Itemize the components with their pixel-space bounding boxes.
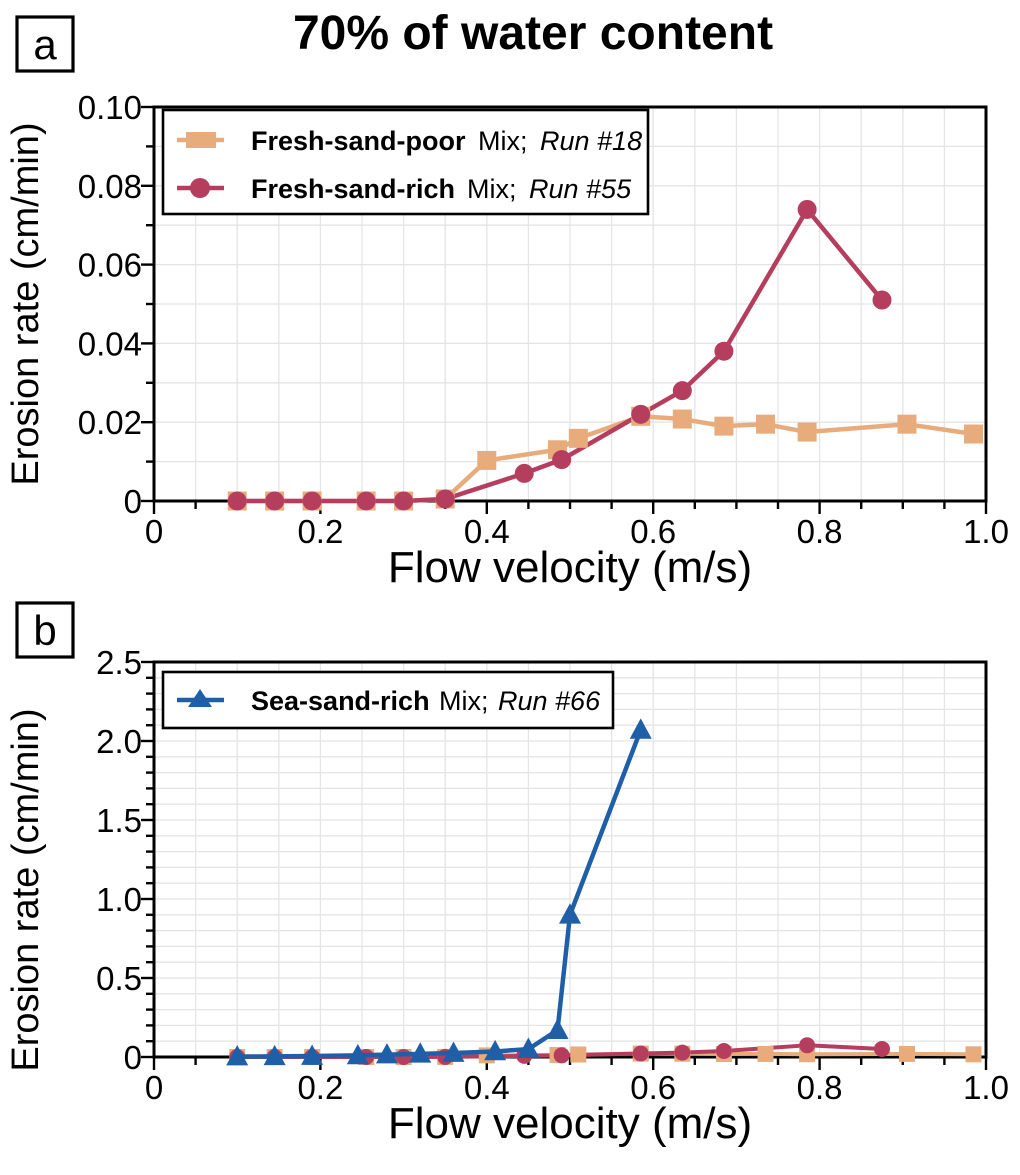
svg-text:Run #66: Run #66 xyxy=(498,686,601,716)
svg-text:1.0: 1.0 xyxy=(963,1069,1009,1106)
svg-text:0.08: 0.08 xyxy=(78,168,142,205)
svg-text:0.8: 0.8 xyxy=(797,513,843,550)
svg-text:0.2: 0.2 xyxy=(297,513,343,550)
svg-text:Flow velocity (m/s): Flow velocity (m/s) xyxy=(388,1099,752,1148)
svg-text:Fresh-sand-poor: Fresh-sand-poor xyxy=(251,126,466,156)
svg-text:Mix;: Mix; xyxy=(439,686,489,716)
svg-text:Flow velocity (m/s): Flow velocity (m/s) xyxy=(388,543,752,592)
svg-text:0: 0 xyxy=(124,1039,142,1076)
svg-text:Run #18: Run #18 xyxy=(540,126,642,156)
svg-text:0.2: 0.2 xyxy=(297,1069,343,1106)
svg-text:0.06: 0.06 xyxy=(78,247,142,284)
svg-text:a: a xyxy=(33,21,57,68)
svg-text:1.5: 1.5 xyxy=(96,802,142,839)
svg-text:0: 0 xyxy=(145,513,163,550)
svg-text:Mix;: Mix; xyxy=(467,174,517,204)
svg-text:0: 0 xyxy=(145,1069,163,1106)
svg-text:0.04: 0.04 xyxy=(78,325,142,362)
svg-text:Run #55: Run #55 xyxy=(529,174,632,204)
svg-text:0.10: 0.10 xyxy=(78,89,142,126)
svg-text:2.5: 2.5 xyxy=(96,644,142,681)
svg-text:0.02: 0.02 xyxy=(78,404,142,441)
svg-text:Erosion rate (cm/min): Erosion rate (cm/min) xyxy=(5,122,47,485)
svg-text:Sea-sand-rich: Sea-sand-rich xyxy=(251,686,430,716)
svg-text:0.8: 0.8 xyxy=(797,1069,843,1106)
svg-text:Fresh-sand-rich: Fresh-sand-rich xyxy=(251,174,455,204)
svg-text:1.0: 1.0 xyxy=(96,881,142,918)
svg-text:Mix;: Mix; xyxy=(478,126,528,156)
svg-text:Erosion rate (cm/min): Erosion rate (cm/min) xyxy=(5,708,47,1071)
svg-text:b: b xyxy=(33,607,56,654)
svg-text:0: 0 xyxy=(124,483,142,520)
svg-text:0.5: 0.5 xyxy=(96,960,142,997)
svg-text:1.0: 1.0 xyxy=(963,513,1009,550)
svg-text:2.0: 2.0 xyxy=(96,723,142,760)
svg-text:70% of water content: 70% of water content xyxy=(293,7,773,60)
